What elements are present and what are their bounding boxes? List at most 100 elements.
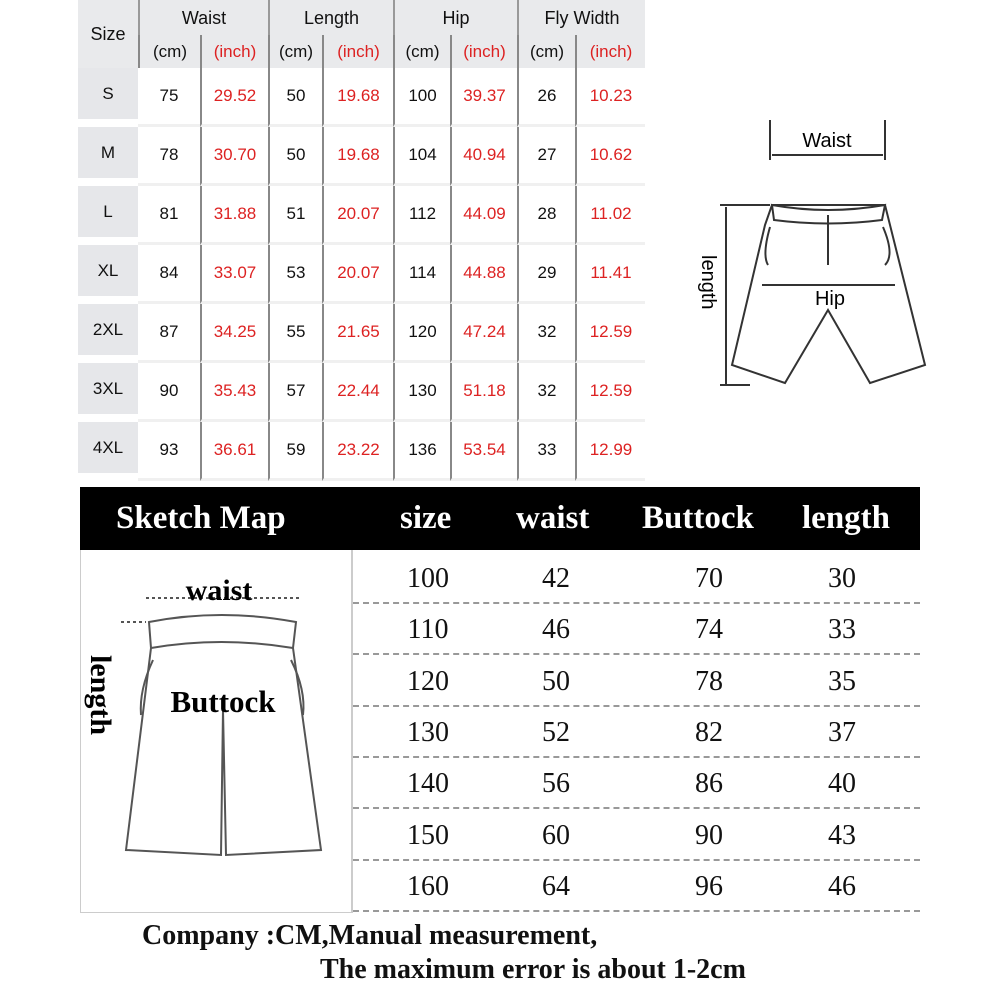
unit-inch: (inch) <box>575 35 645 68</box>
value-cell: 30.70 <box>200 127 268 186</box>
value-cell: 20.07 <box>322 245 393 304</box>
value-cell: 46 <box>828 870 856 902</box>
value-cell: 100 <box>407 563 449 594</box>
value-cell: 64 <box>542 870 570 902</box>
value-cell: 32 <box>517 363 575 422</box>
table-row: XL 84 33.07 53 20.07 114 44.88 29 11.41 <box>78 245 645 304</box>
value-cell: 110 <box>407 614 449 646</box>
value-cell: 11.02 <box>575 186 645 245</box>
value-cell: 11.41 <box>575 245 645 304</box>
value-cell: 29.52 <box>200 68 268 127</box>
value-cell: 120 <box>407 665 449 697</box>
table-row: 4XL 93 36.61 59 23.22 136 53.54 33 12.99 <box>78 422 645 481</box>
value-cell: 51 <box>268 186 322 245</box>
value-cell: 37 <box>828 716 856 748</box>
value-cell: 29 <box>517 245 575 304</box>
value-cell: 21.65 <box>322 304 393 363</box>
table-row: 2XL 87 34.25 55 21.65 120 47.24 32 12.59 <box>78 304 645 363</box>
size-cell: XL <box>78 245 138 304</box>
table-row: L 81 31.88 51 20.07 112 44.09 28 11.02 <box>78 186 645 245</box>
label-hip: Hip <box>815 288 845 310</box>
header-length: Length <box>268 0 393 35</box>
value-cell: 55 <box>268 304 322 363</box>
value-cell: 96 <box>695 870 723 902</box>
value-cell: 22.44 <box>322 363 393 422</box>
value-cell: 40.94 <box>450 127 517 186</box>
value-cell: 47.24 <box>450 304 517 363</box>
label-waist: Waist <box>802 130 852 152</box>
header-length: length <box>802 500 891 536</box>
table-row: 130 52 82 37 <box>353 707 920 758</box>
value-cell: 59 <box>268 422 322 481</box>
table-row: 160 64 96 46 <box>353 861 920 912</box>
value-cell: 23.22 <box>322 422 393 481</box>
table-row: S 75 29.52 50 19.68 100 39.37 26 10.23 <box>78 68 645 127</box>
panel-divider <box>351 550 352 912</box>
label-waist: waist <box>186 574 253 607</box>
value-cell: 12.59 <box>575 363 645 422</box>
value-cell: 130 <box>407 716 449 748</box>
value-cell: 114 <box>393 245 450 304</box>
value-cell: 74 <box>695 614 723 646</box>
table-row: M 78 30.70 50 19.68 104 40.94 27 10.62 <box>78 127 645 186</box>
value-cell: 44.88 <box>450 245 517 304</box>
size-cell: L <box>78 186 138 245</box>
header-waist: waist <box>516 500 590 536</box>
value-cell: 93 <box>138 422 200 481</box>
value-cell: 60 <box>542 819 570 851</box>
value-cell: 30 <box>828 563 856 594</box>
label-buttock: Buttock <box>170 684 276 719</box>
value-cell: 130 <box>393 363 450 422</box>
value-cell: 10.23 <box>575 68 645 127</box>
unit-inch: (inch) <box>200 35 268 68</box>
value-cell: 36.61 <box>200 422 268 481</box>
size-chart-table: Size Waist Length Hip Fly Width (cm) (inc… <box>78 0 645 481</box>
unit-cm: (cm) <box>393 35 450 68</box>
value-cell: 81 <box>138 186 200 245</box>
value-cell: 50 <box>268 68 322 127</box>
value-cell: 82 <box>695 716 723 748</box>
value-cell: 78 <box>695 665 723 697</box>
table-row: 3XL 90 35.43 57 22.44 130 51.18 32 12.59 <box>78 363 645 422</box>
value-cell: 27 <box>517 127 575 186</box>
value-cell: 120 <box>393 304 450 363</box>
value-cell: 104 <box>393 127 450 186</box>
header-buttock: Buttock <box>642 500 754 536</box>
value-cell: 52 <box>542 716 570 748</box>
unit-cm: (cm) <box>517 35 575 68</box>
shorts-sketch: waist Buttock length <box>84 574 323 857</box>
label-length: length <box>84 655 117 735</box>
shorts-diagram-1: Waist Hip length <box>697 120 927 386</box>
value-cell: 26 <box>517 68 575 127</box>
label-length: length <box>697 255 719 310</box>
value-cell: 53 <box>268 245 322 304</box>
value-cell: 150 <box>407 819 449 851</box>
table-row: 100 42 70 30 <box>353 553 920 604</box>
value-cell: 86 <box>695 768 723 800</box>
value-cell: 87 <box>138 304 200 363</box>
unit-cm: (cm) <box>268 35 322 68</box>
value-cell: 39.37 <box>450 68 517 127</box>
size-cell: 3XL <box>78 363 138 422</box>
value-cell: 51.18 <box>450 363 517 422</box>
table-row: 110 46 74 33 <box>353 604 920 656</box>
value-cell: 40 <box>828 768 856 800</box>
header-sketch-map: Sketch Map <box>116 500 286 536</box>
value-cell: 53.54 <box>450 422 517 481</box>
value-cell: 136 <box>393 422 450 481</box>
header-size: Size <box>78 0 138 68</box>
value-cell: 10.62 <box>575 127 645 186</box>
value-cell: 78 <box>138 127 200 186</box>
value-cell: 44.09 <box>450 186 517 245</box>
unit-inch: (inch) <box>322 35 393 68</box>
value-cell: 100 <box>393 68 450 127</box>
value-cell: 140 <box>407 768 449 800</box>
value-cell: 84 <box>138 245 200 304</box>
value-cell: 70 <box>695 563 723 594</box>
value-cell: 90 <box>138 363 200 422</box>
table-row: 150 60 90 43 <box>353 810 920 861</box>
header-size: size <box>400 500 452 536</box>
value-cell: 33 <box>517 422 575 481</box>
value-cell: 43 <box>828 819 856 851</box>
value-cell: 57 <box>268 363 322 422</box>
